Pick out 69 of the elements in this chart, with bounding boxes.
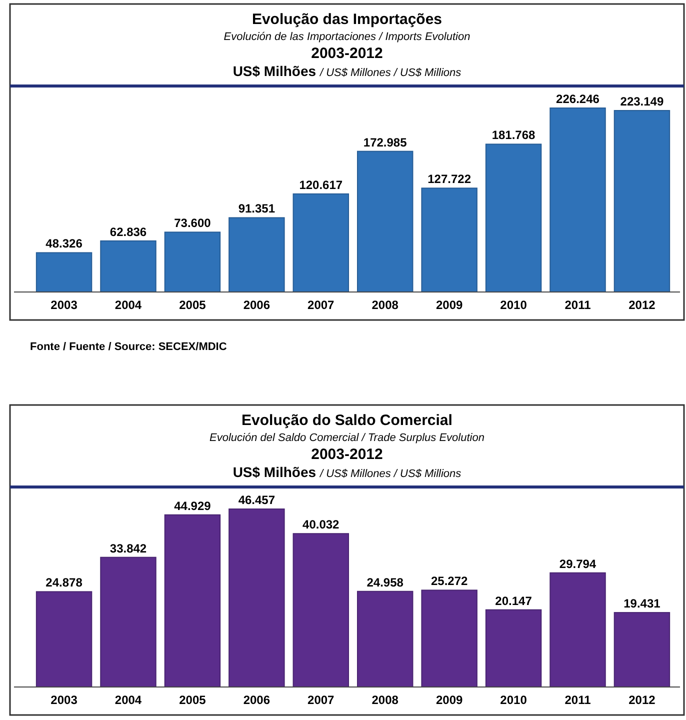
x-tick-label: 2007 — [308, 693, 335, 707]
data-label: 223.149 — [620, 94, 664, 109]
data-label: 48.326 — [46, 236, 83, 251]
data-label: 46.457 — [238, 493, 276, 507]
bar — [550, 108, 606, 292]
x-tick-label: 2007 — [308, 298, 335, 312]
chart-subtitle: Evolución del Saldo Comercial / Trade Surplus Evolution — [210, 432, 484, 444]
data-label: 24.878 — [46, 576, 83, 590]
data-label: 181.768 — [492, 128, 536, 142]
x-tick-label: 2009 — [436, 693, 463, 707]
bar — [421, 590, 478, 688]
data-label: 40.032 — [302, 518, 340, 532]
x-tick-label: 2012 — [628, 693, 656, 707]
data-label: 29.794 — [559, 556, 596, 571]
data-label: 20.147 — [495, 594, 532, 608]
x-tick-label: 2012 — [628, 298, 656, 312]
data-label: 73.600 — [174, 216, 212, 230]
bar — [36, 591, 92, 688]
text: 2003-2012 — [311, 45, 383, 62]
data-label: 226.246 — [556, 92, 600, 106]
x-tick-label: 2011 — [564, 298, 592, 312]
x-tick-label: 2009 — [436, 298, 463, 312]
data-label: 127.722 — [428, 172, 472, 186]
x-tick-label: 2011 — [564, 693, 592, 707]
bar — [614, 110, 670, 292]
data-label: 62.836 — [110, 224, 147, 239]
y-axis-title: US$ Milhões / US$ Millones / US$ Millions — [232, 63, 462, 79]
data-label: 120.617 — [299, 178, 343, 192]
x-tick-label: 2004 — [114, 298, 142, 312]
x-tick-label: 2010 — [500, 693, 528, 707]
bar — [356, 590, 414, 688]
x-tick-label: 2005 — [179, 693, 206, 707]
x-tick-label: 2004 — [114, 693, 142, 707]
chart-title: Evolução do Saldo Comercial — [242, 412, 452, 429]
x-tick-label: 2008 — [372, 693, 399, 707]
data-label: 25.272 — [430, 574, 468, 588]
bar — [100, 240, 156, 292]
x-tick-label: 2006 — [243, 693, 270, 707]
text: 2003-2012 — [311, 446, 383, 463]
bar — [614, 612, 670, 688]
bar — [164, 232, 221, 292]
x-tick-label: 2010 — [500, 298, 528, 312]
bar — [228, 217, 285, 292]
x-tick-label: 2003 — [50, 693, 78, 707]
data-label: 44.929 — [174, 498, 212, 513]
bar — [292, 533, 350, 688]
bar — [164, 514, 221, 688]
data-label: 24.958 — [366, 575, 404, 590]
bar — [228, 508, 285, 688]
bar — [550, 572, 606, 688]
bar — [292, 193, 350, 292]
bar — [485, 609, 542, 688]
source-note: Fonte / Fuente / Source: SECEX/MDIC — [30, 341, 227, 353]
x-tick-label: 2005 — [179, 298, 206, 312]
chart-title: Evolução das Importações — [252, 11, 442, 28]
bar — [36, 252, 92, 292]
data-label: 172.985 — [363, 135, 408, 150]
bar — [100, 556, 156, 688]
bar — [356, 150, 414, 292]
x-tick-label: 2003 — [50, 298, 78, 312]
chart-subtitle: Evolución de las Importaciones / Imports Evolution — [224, 31, 470, 43]
y-axis-title: US$ Milhões / US$ Millones / US$ Millions — [232, 464, 462, 480]
data-label: 33.842 — [110, 541, 147, 556]
x-tick-label: 2006 — [243, 298, 270, 312]
data-label: 91.351 — [238, 202, 276, 216]
x-tick-label: 2008 — [372, 298, 399, 312]
data-label: 19.431 — [624, 596, 661, 611]
bar — [485, 144, 542, 292]
bar — [421, 188, 478, 292]
